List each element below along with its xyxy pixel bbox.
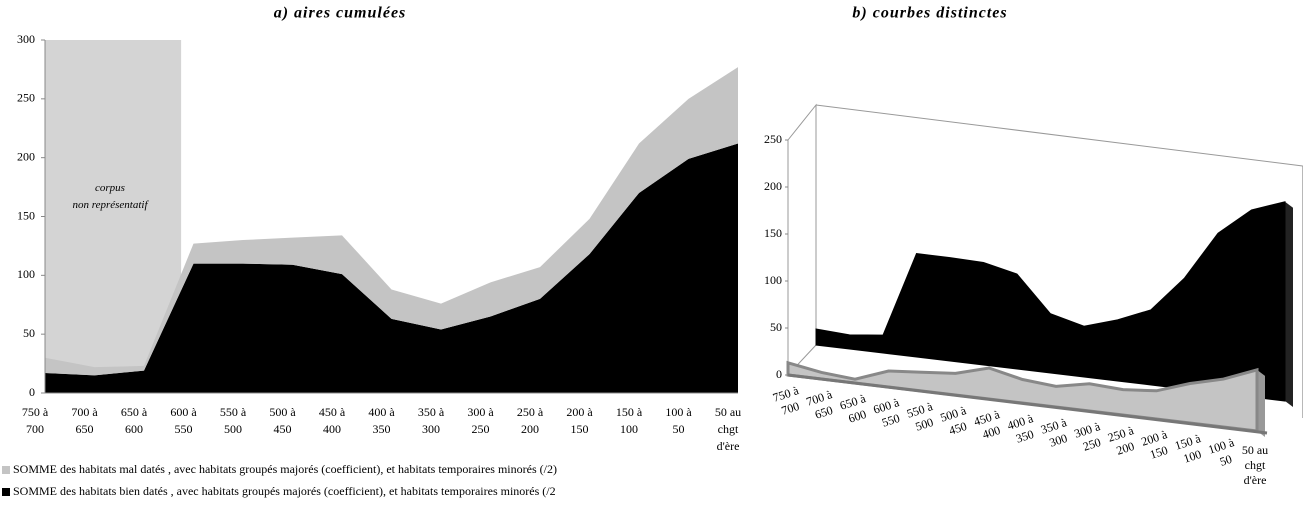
y-tick-label: 100 xyxy=(17,267,35,281)
x-tick-label: 50 au chgt d'ère xyxy=(1242,443,1268,487)
y-tick-label: 0 xyxy=(29,385,35,399)
y-tick-label: 200 xyxy=(17,149,35,163)
x-tick-label: 550 à500 xyxy=(905,399,940,435)
y-tick-label: 0 xyxy=(776,367,782,381)
wall xyxy=(815,104,1303,167)
x-tick-label: 350 à300 xyxy=(1039,415,1074,451)
annotation: corpus non représentatif xyxy=(72,182,149,211)
x-tick-label: 150 à100 xyxy=(1173,431,1208,467)
chart-title: b) courbes distinctes xyxy=(852,5,1007,22)
area xyxy=(45,143,738,393)
legend-label: SOMME des habitats mal datés , avec habi… xyxy=(13,462,557,476)
y-tick-label: 250 xyxy=(17,91,35,105)
x-tick-label: 450 à400 xyxy=(972,407,1007,443)
x-tick-label: 500 à450 xyxy=(938,403,973,439)
x-tick-label: 100 à50 xyxy=(1206,435,1241,471)
chart-title: a) aires cumulées xyxy=(274,5,407,22)
x-tick-label: 250 à200 xyxy=(1106,423,1141,459)
y-tick-label: 200 xyxy=(764,179,782,193)
x-tick-label: 650 à600 xyxy=(838,391,873,427)
x-tick-label: 700 à650 xyxy=(804,387,839,423)
y-tick-label: 50 xyxy=(770,320,782,334)
legend-label: SOMME des habitats bien datés , avec hab… xyxy=(13,484,556,498)
x-tick-label: 50 au chgt d'ère xyxy=(715,405,741,453)
axis xyxy=(787,373,1268,435)
y-tick-label: 150 xyxy=(764,226,782,240)
x-tick-label: 600 à550 xyxy=(871,395,906,431)
y-tick-label: 100 xyxy=(764,273,782,287)
x-tick-label: 750 à700 xyxy=(771,383,806,419)
area-side xyxy=(1285,201,1293,407)
y-tick-label: 300 xyxy=(17,32,35,46)
x-tick-label: 300 à250 xyxy=(1072,419,1107,455)
y-tick-label: 150 xyxy=(17,208,35,222)
y-tick-label: 250 xyxy=(764,132,782,146)
legend-swatch xyxy=(2,488,10,496)
area xyxy=(815,201,1286,402)
wall xyxy=(787,103,817,377)
legend-swatch xyxy=(2,466,10,474)
y-tick-label: 50 xyxy=(23,326,35,340)
x-tick-label: 400 à350 xyxy=(1005,411,1040,447)
x-tick-label: 200 à150 xyxy=(1139,427,1174,463)
area xyxy=(45,67,738,376)
area-side xyxy=(1257,369,1265,437)
